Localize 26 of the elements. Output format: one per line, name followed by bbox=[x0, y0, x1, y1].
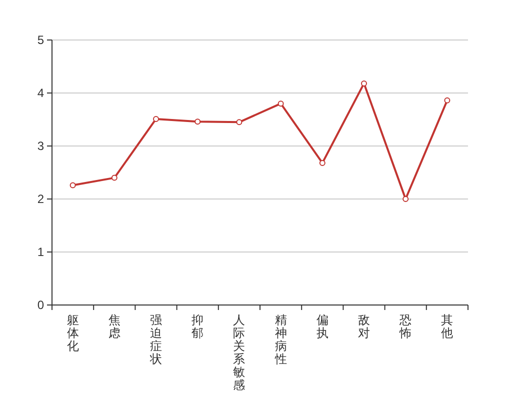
y-tick-label: 3 bbox=[37, 139, 44, 153]
y-tick-label: 2 bbox=[37, 192, 44, 206]
x-tick-label: 抑郁 bbox=[192, 313, 204, 340]
x-tick-label: 其他 bbox=[441, 313, 454, 340]
point bbox=[194, 118, 201, 125]
x-tick-label: 人际关系敏感 bbox=[233, 313, 246, 392]
x-tick-label: 躯体化 bbox=[66, 313, 79, 353]
x-tick-label: 焦虑 bbox=[108, 313, 120, 340]
point bbox=[319, 160, 326, 166]
x-tick-label: 偏执 bbox=[316, 313, 328, 340]
point bbox=[402, 196, 409, 202]
point bbox=[278, 100, 284, 107]
point bbox=[70, 182, 76, 188]
x-tick-label: 精神病性 bbox=[274, 313, 287, 366]
y-tick-label: 4 bbox=[37, 86, 44, 100]
y-tick-label: 5 bbox=[37, 33, 44, 47]
y-tick-label: 1 bbox=[37, 245, 44, 259]
x-tick-label: 敌对 bbox=[358, 313, 370, 340]
point bbox=[111, 174, 118, 181]
point bbox=[153, 116, 159, 122]
x-tick-label: 强迫症状 bbox=[149, 313, 162, 366]
point bbox=[361, 80, 367, 86]
point bbox=[444, 97, 450, 104]
point bbox=[236, 119, 242, 126]
y-tick-label: 0 bbox=[37, 298, 44, 312]
x-tick-label: 恐怖 bbox=[398, 313, 412, 340]
